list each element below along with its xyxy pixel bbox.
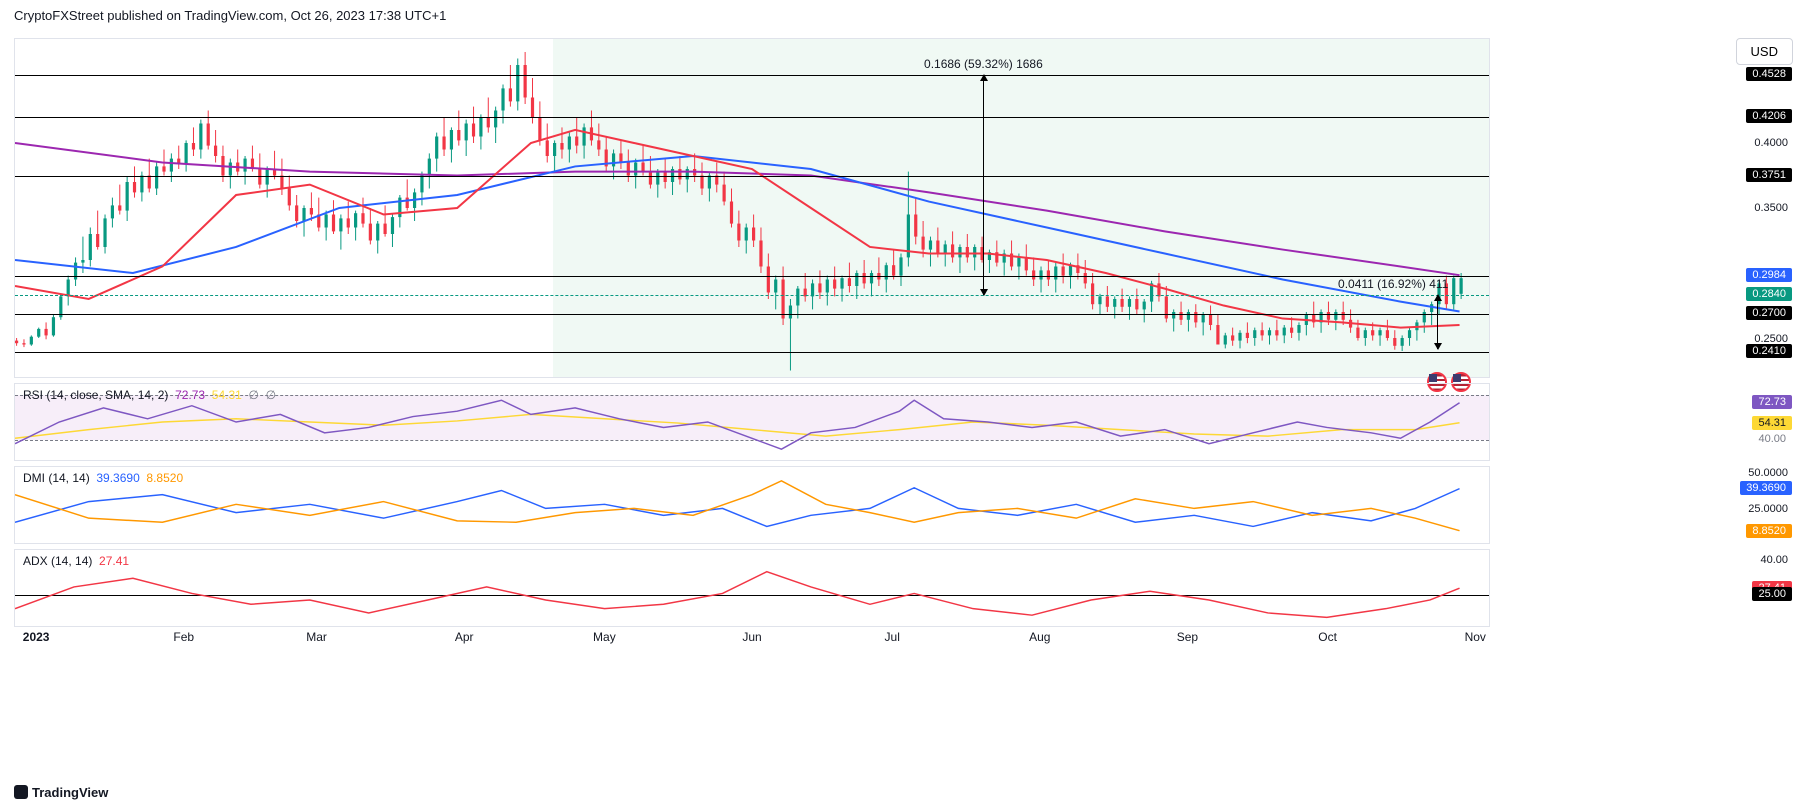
time-axis: 2023FebMarAprMayJunJulAugSepOctNov [14, 630, 1490, 658]
timestamp: Oct 26, 2023 17:38 UTC+1 [291, 8, 447, 23]
dmi-pane[interactable]: DMI (14, 14) 39.3690 8.8520 [14, 466, 1490, 544]
publisher: CryptoFXStreet [14, 8, 104, 23]
chart-area: 0.1686 (59.32%) 16860.0411 (16.92%) 411 … [14, 38, 1490, 638]
price-svg [15, 39, 1489, 377]
adx-label: ADX (14, 14) 27.41 [23, 554, 129, 568]
published-on: published on TradingView.com, [107, 8, 287, 23]
dmi-svg [15, 467, 1489, 543]
dmi-label: DMI (14, 14) 39.3690 8.8520 [23, 471, 183, 485]
adx-pane[interactable]: ADX (14, 14) 27.41 [14, 549, 1490, 627]
yaxis-panel: 0.25000.30000.35000.40000.45280.42060.37… [1492, 38, 1792, 630]
adx-svg [15, 550, 1489, 626]
tradingview-logo: TradingView [14, 785, 108, 800]
price-pane[interactable]: 0.1686 (59.32%) 16860.0411 (16.92%) 411 [14, 38, 1490, 378]
rsi-label: RSI (14, close, SMA, 14, 2) 72.73 54.31 … [23, 388, 276, 402]
rsi-pane[interactable]: RSI (14, close, SMA, 14, 2) 72.73 54.31 … [14, 383, 1490, 461]
publish-header: CryptoFXStreet published on TradingView.… [14, 8, 446, 23]
